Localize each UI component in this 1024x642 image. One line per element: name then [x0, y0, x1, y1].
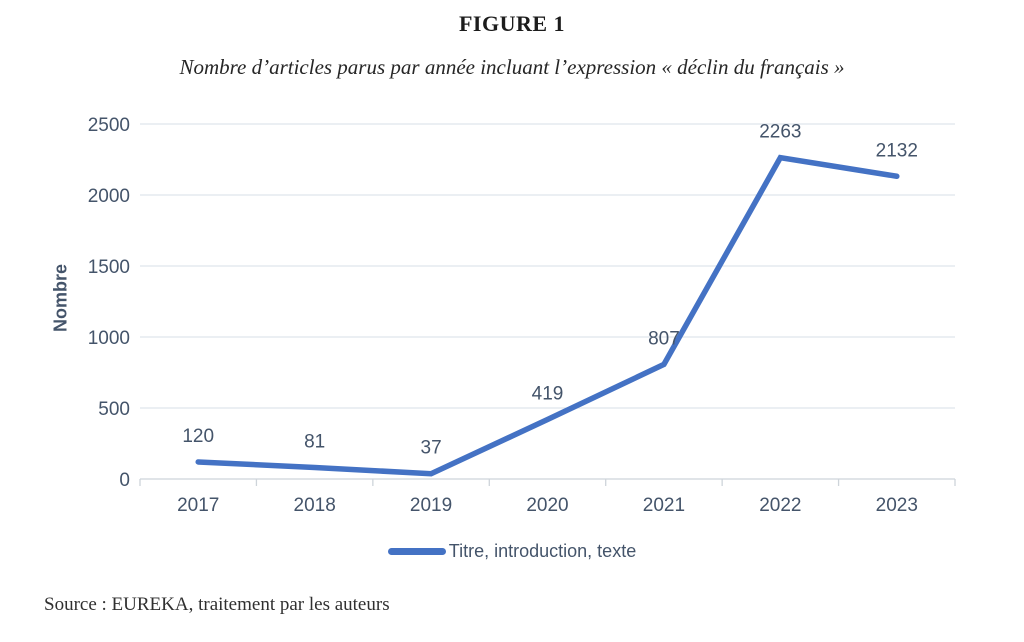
data-label: 120 [182, 426, 214, 447]
x-tick-label: 2023 [876, 495, 918, 516]
x-tick-label: 2021 [643, 495, 685, 516]
y-tick-label: 2500 [88, 115, 130, 136]
data-label: 81 [304, 431, 325, 452]
legend-line-swatch [387, 548, 446, 555]
x-tick-label: 2018 [294, 495, 336, 516]
figure-title: FIGURE 1 [458, 11, 566, 36]
chart-legend: Titre, introduction, texte [0, 541, 1024, 562]
data-line [195, 154, 900, 477]
data-label: 807 [648, 328, 680, 349]
x-tick-label: 2022 [759, 495, 801, 516]
data-label: 37 [421, 438, 442, 459]
x-tick-label: 2020 [526, 495, 568, 516]
y-tick-label: 1500 [88, 257, 130, 278]
figure-subtitle: Nombre d’articles parus par année inclua… [179, 55, 845, 79]
y-tick-label: 0 [119, 470, 130, 491]
x-tick-label: 2019 [410, 495, 452, 516]
data-label: 2132 [876, 140, 918, 161]
y-tick-label: 2000 [88, 186, 130, 207]
y-tick-label: 1000 [88, 328, 130, 349]
data-label: 419 [532, 384, 564, 405]
legend-label: Titre, introduction, texte [448, 541, 637, 561]
data-label: 2263 [759, 122, 801, 143]
y-tick-label: 500 [98, 399, 130, 420]
source-note: Source : EUREKA, traitement par les aute… [44, 594, 390, 615]
y-axis-title: Nombre [50, 263, 71, 333]
x-tick-label: 2017 [177, 495, 219, 516]
